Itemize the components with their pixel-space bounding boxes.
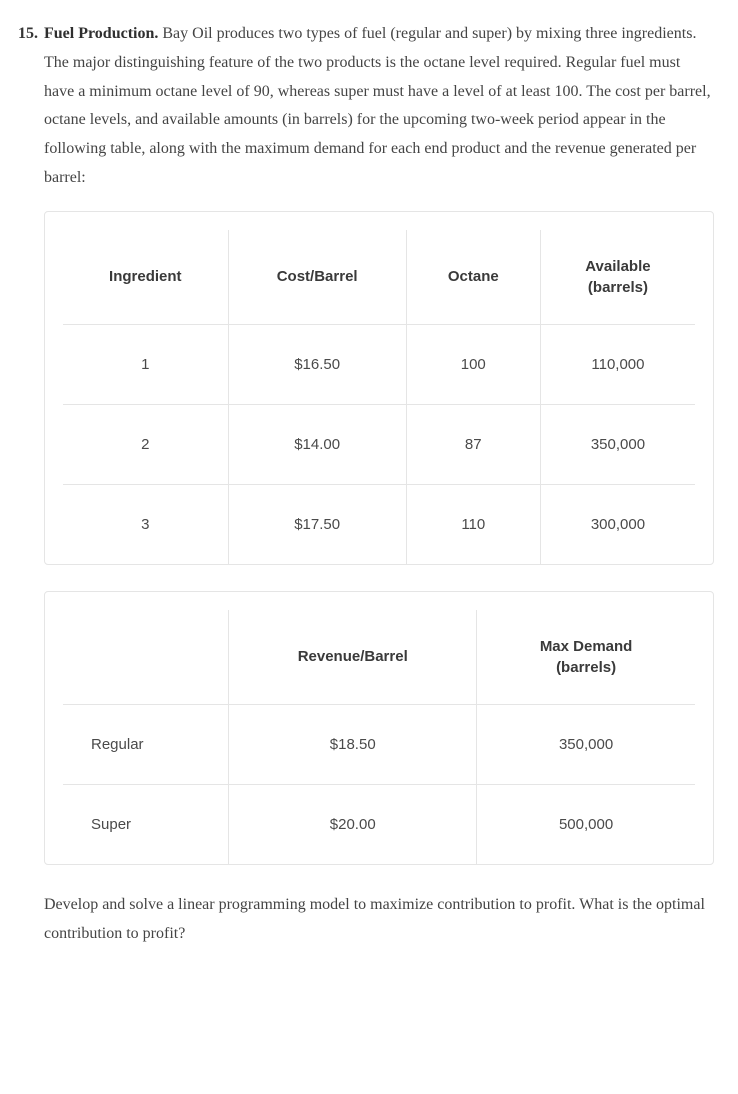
cell: $17.50: [228, 484, 406, 564]
problem-intro: Fuel Production. Bay Oil produces two ty…: [44, 20, 714, 193]
cell: $20.00: [229, 784, 477, 864]
problem-block: 15. Fuel Production. Bay Oil produces tw…: [18, 20, 714, 964]
cell: 300,000: [540, 484, 695, 564]
problem-body: Fuel Production. Bay Oil produces two ty…: [44, 20, 714, 964]
table-row: Super $20.00 500,000: [63, 784, 695, 864]
cell: 1: [63, 324, 228, 404]
col-maxdemand-l2: (barrels): [556, 659, 616, 676]
col-cost: Cost/Barrel: [228, 230, 406, 325]
cell: Regular: [63, 704, 229, 784]
cell: $16.50: [228, 324, 406, 404]
ingredients-table-wrap: Ingredient Cost/Barrel Octane Available …: [44, 211, 714, 565]
table-row: 2 $14.00 87 350,000: [63, 404, 695, 484]
cell: 350,000: [477, 704, 695, 784]
cell: $14.00: [228, 404, 406, 484]
col-available-l1: Available: [585, 258, 650, 275]
cell: 110,000: [540, 324, 695, 404]
products-table: Revenue/Barrel Max Demand (barrels) Regu…: [63, 610, 695, 864]
col-blank: [63, 610, 229, 705]
col-ingredient: Ingredient: [63, 230, 228, 325]
cell: 3: [63, 484, 228, 564]
problem-closing: Develop and solve a linear programming m…: [44, 891, 714, 949]
col-octane: Octane: [406, 230, 540, 325]
table-row: Regular $18.50 350,000: [63, 704, 695, 784]
problem-intro-text: Bay Oil produces two types of fuel (regu…: [44, 25, 711, 186]
products-table-wrap: Revenue/Barrel Max Demand (barrels) Regu…: [44, 591, 714, 865]
col-available-l2: (barrels): [588, 279, 648, 296]
col-available: Available (barrels): [540, 230, 695, 325]
col-revenue: Revenue/Barrel: [229, 610, 477, 705]
problem-title: Fuel Production.: [44, 25, 158, 42]
col-maxdemand: Max Demand (barrels): [477, 610, 695, 705]
cell: 350,000: [540, 404, 695, 484]
table-row: 1 $16.50 100 110,000: [63, 324, 695, 404]
cell: 2: [63, 404, 228, 484]
cell: 87: [406, 404, 540, 484]
col-maxdemand-l1: Max Demand: [540, 638, 633, 655]
cell: 100: [406, 324, 540, 404]
ingredients-table: Ingredient Cost/Barrel Octane Available …: [63, 230, 695, 564]
cell: $18.50: [229, 704, 477, 784]
cell: 500,000: [477, 784, 695, 864]
cell: 110: [406, 484, 540, 564]
table-row: 3 $17.50 110 300,000: [63, 484, 695, 564]
problem-number: 15.: [18, 20, 44, 49]
cell: Super: [63, 784, 229, 864]
